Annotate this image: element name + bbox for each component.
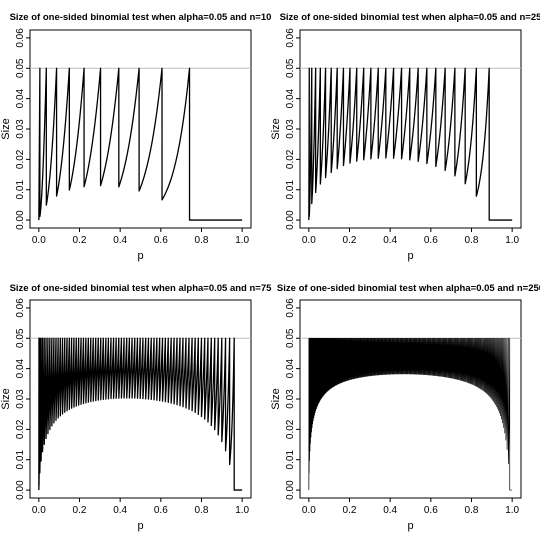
y-axis-label: Size [270, 118, 282, 139]
size-curve [38, 67, 243, 221]
panel-4: Size of one-sided binomial test when alp… [270, 283, 540, 532]
y-tick-label: 0.01 [15, 180, 26, 200]
x-tick-label: 0.2 [73, 235, 87, 246]
x-tick-label: 0.8 [195, 235, 209, 246]
y-tick-label: 0.02 [285, 149, 296, 169]
x-tick-label: 0.6 [424, 235, 438, 246]
y-tick-label: 0.05 [15, 328, 26, 348]
x-tick-label: 0.6 [424, 505, 438, 516]
y-tick-label: 0.00 [285, 480, 296, 500]
y-tick-label: 0.03 [285, 119, 296, 139]
x-tick-label: 0.4 [113, 235, 127, 246]
y-tick-label: 0.04 [15, 88, 26, 108]
panel-1: Size of one-sided binomial test when alp… [0, 12, 271, 262]
y-axis-label: Size [0, 388, 12, 409]
y-tick-label: 0.05 [285, 328, 296, 348]
y-axis-label: Size [0, 118, 12, 139]
x-tick-label: 0.0 [32, 235, 46, 246]
x-tick-label: 0.8 [465, 235, 479, 246]
x-tick-label: 0.0 [32, 505, 46, 516]
x-tick-label: 1.0 [235, 235, 249, 246]
size-curve [308, 337, 513, 491]
x-tick-label: 1.0 [505, 505, 519, 516]
y-tick-label: 0.03 [285, 389, 296, 409]
x-tick-label: 0.2 [343, 505, 357, 516]
x-tick-label: 1.0 [505, 235, 519, 246]
x-tick-label: 1.0 [235, 505, 249, 516]
x-axis-label: p [137, 250, 143, 262]
y-tick-label: 0.02 [15, 149, 26, 169]
y-tick-label: 0.04 [285, 88, 296, 108]
x-tick-label: 0.4 [383, 235, 397, 246]
y-tick-label: 0.03 [15, 389, 26, 409]
x-tick-label: 0.0 [302, 505, 316, 516]
y-tick-label: 0.02 [285, 419, 296, 439]
panel-title: Size of one-sided binomial test when alp… [10, 283, 273, 294]
panel-title: Size of one-sided binomial test when alp… [277, 283, 540, 294]
y-axis-label: Size [270, 388, 282, 409]
x-tick-label: 0.8 [465, 505, 479, 516]
y-tick-label: 0.04 [285, 358, 296, 378]
y-tick-label: 0.01 [285, 450, 296, 470]
x-axis-label: p [137, 520, 143, 532]
x-tick-label: 0.2 [343, 235, 357, 246]
y-tick-label: 0.02 [15, 419, 26, 439]
x-axis-label: p [407, 250, 413, 262]
y-tick-label: 0.01 [15, 450, 26, 470]
y-tick-label: 0.06 [285, 28, 296, 48]
y-tick-label: 0.05 [285, 58, 296, 78]
y-tick-label: 0.00 [285, 210, 296, 230]
panel-title: Size of one-sided binomial test when alp… [10, 12, 272, 23]
x-tick-label: 0.8 [195, 505, 209, 516]
y-tick-label: 0.03 [15, 119, 26, 139]
x-tick-label: 0.2 [73, 505, 87, 516]
x-axis-label: p [407, 520, 413, 532]
x-tick-label: 0.4 [383, 505, 397, 516]
panel-title: Size of one-sided binomial test when alp… [280, 12, 540, 23]
size-curve [38, 337, 243, 491]
x-tick-label: 0.4 [113, 505, 127, 516]
y-tick-label: 0.05 [15, 58, 26, 78]
x-tick-label: 0.6 [154, 505, 168, 516]
y-tick-label: 0.04 [15, 358, 26, 378]
plot-frame [299, 29, 522, 229]
x-tick-label: 0.0 [302, 235, 316, 246]
size-curve [308, 67, 513, 221]
x-tick-label: 0.6 [154, 235, 168, 246]
y-tick-label: 0.01 [285, 180, 296, 200]
y-tick-label: 0.00 [15, 210, 26, 230]
panel-2: Size of one-sided binomial test when alp… [270, 12, 540, 262]
plot-frame [29, 29, 252, 229]
plot-frame [299, 299, 522, 499]
panel-3: Size of one-sided binomial test when alp… [0, 283, 272, 532]
y-tick-label: 0.00 [15, 480, 26, 500]
y-tick-label: 0.06 [15, 28, 26, 48]
y-tick-label: 0.06 [285, 298, 296, 318]
y-tick-label: 0.06 [15, 298, 26, 318]
